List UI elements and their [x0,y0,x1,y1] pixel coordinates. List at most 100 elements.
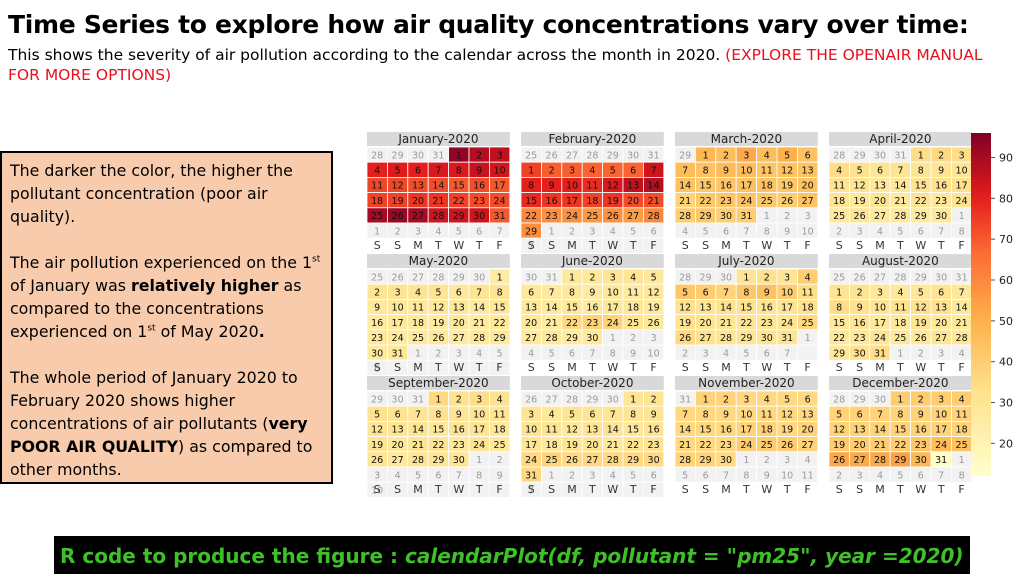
day-number: 22 [700,440,712,451]
day-number: 7 [476,288,482,299]
day-number: 24 [392,333,404,344]
day-number: 7 [528,242,534,253]
day-number: 2 [723,150,729,161]
day-number: 23 [720,196,732,207]
day-number: 20 [627,196,639,207]
day-number: 6 [805,150,811,161]
day-number: 4 [374,166,380,177]
day-number: 18 [894,318,906,329]
weekday-label: T [783,483,791,496]
weekday-label: W [915,239,926,252]
day-number: 23 [720,440,732,451]
day-number: 29 [915,211,927,222]
weekday-label: S [528,361,535,374]
day-number: 10 [392,303,404,314]
day-number: 13 [627,181,639,192]
day-number: 30 [854,348,866,359]
colorbar-tick-label: 40 [999,356,1013,369]
day-number: 8 [959,226,965,237]
day-number: 5 [374,410,380,421]
day-number: 17 [473,425,485,436]
day-number: 4 [415,288,421,299]
day-number: 6 [651,226,657,237]
weekday-label: S [394,239,401,252]
day-number: 15 [894,425,906,436]
day-number: 28 [720,333,732,344]
day-number: 2 [682,348,688,359]
day-number: 21 [894,196,906,207]
day-number: 30 [935,272,947,283]
day-number: 17 [566,196,578,207]
day-number: 13 [586,425,598,436]
page-title: Time Series to explore how air quality c… [8,10,969,39]
day-number: 16 [546,196,558,207]
month-title: March-2020 [711,132,782,146]
day-number: 31 [874,348,886,359]
code-snippet: calendarPlot(df, pollutant = "pm25", yea… [404,544,964,568]
day-number: 7 [938,226,944,237]
day-number: 26 [607,211,619,222]
day-number: 30 [371,348,383,359]
day-number: 19 [833,440,845,451]
day-number: 3 [938,394,944,405]
day-number: 27 [874,211,886,222]
day-number: 26 [833,455,845,466]
month-header-bg [829,254,972,268]
month-header-bg [367,132,510,146]
day-number: 22 [566,318,578,329]
day-number: 6 [703,288,709,299]
day-number: 4 [610,470,616,481]
day-number: 3 [784,455,790,466]
day-number: 1 [836,288,842,299]
explanation-paragraph-2: The air pollution experienced on the 1st… [10,251,323,343]
day-number: 2 [723,394,729,405]
day-number: 28 [412,455,424,466]
day-number: 26 [781,196,793,207]
explanation-paragraph-1: The darker the color, the higher the pol… [10,161,293,226]
day-number: 13 [392,425,404,436]
day-number: 25 [833,211,845,222]
day-number: 1 [374,226,380,237]
day-number: 28 [833,150,845,161]
day-number: 19 [648,303,660,314]
day-number: 25 [371,272,383,283]
colorbar [971,133,991,476]
day-number: 12 [648,288,660,299]
day-number: 19 [915,318,927,329]
day-number: 27 [854,455,866,466]
day-number: 5 [651,272,657,283]
day-number: 6 [476,226,482,237]
code-label: R code to produce the figure : [60,544,405,568]
day-number: 7 [784,348,790,359]
day-number: 26 [392,211,404,222]
day-number: 28 [956,333,968,344]
day-number: 11 [627,288,639,299]
day-number: 27 [935,333,947,344]
day-number: 14 [648,181,660,192]
day-number: 3 [610,272,616,283]
day-number: 11 [546,425,558,436]
day-number: 16 [473,181,485,192]
colorbar-tick-label: 90 [999,152,1013,165]
day-number: 2 [476,150,482,161]
day-number: 1 [959,211,965,222]
day-number: 1 [435,394,441,405]
day-number: 15 [700,181,712,192]
day-number: 3 [528,410,534,421]
weekday-label: F [496,239,502,252]
subtitle-note: (EXPLORE THE OPENAIR MANUAL FOR MORE OPT… [8,46,983,84]
weekday-label: F [650,361,656,374]
day-number: 7 [549,288,555,299]
day-number: 4 [877,470,883,481]
day-number: 10 [935,410,947,421]
weekday-label: T [588,239,596,252]
day-number: 27 [874,272,886,283]
day-number: 14 [874,425,886,436]
day-number: 26 [915,333,927,344]
day-number: 3 [938,348,944,359]
weekday-label: W [761,239,772,252]
day-number: 26 [781,440,793,451]
day-number: 15 [494,303,506,314]
day-number: 6 [877,166,883,177]
day-number: 11 [586,181,598,192]
